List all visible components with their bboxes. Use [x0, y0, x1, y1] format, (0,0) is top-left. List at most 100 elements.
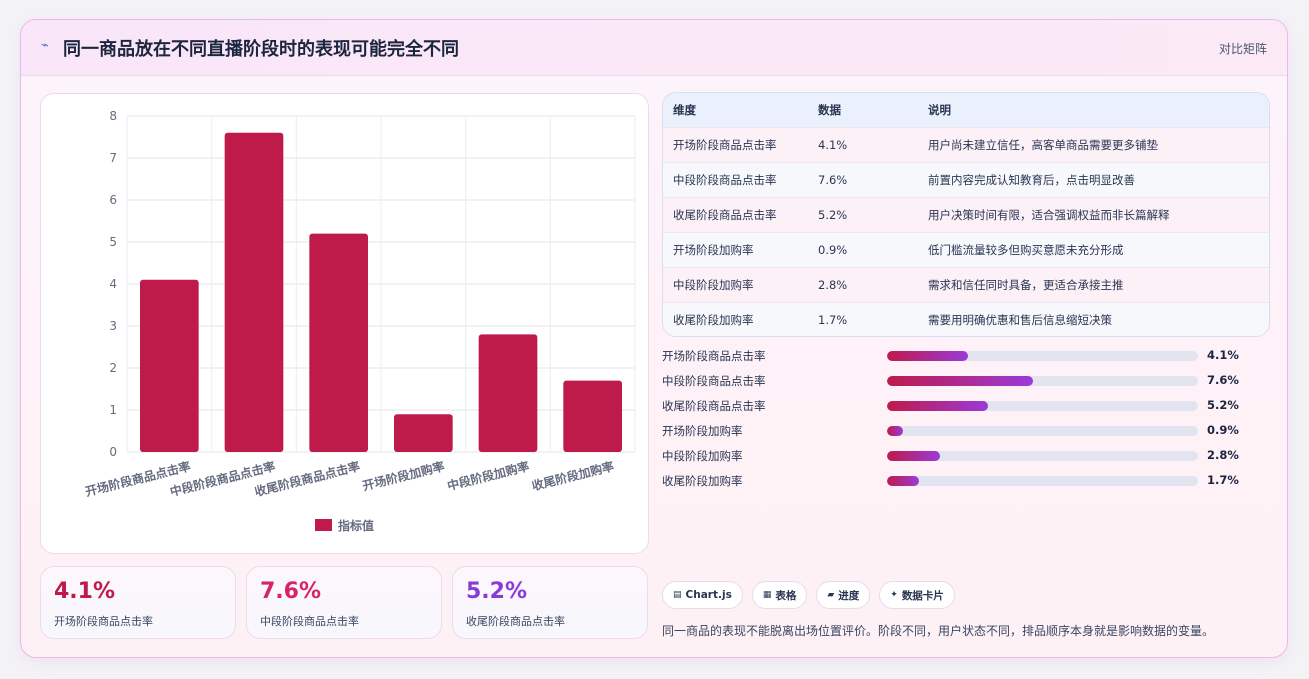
chip-progress[interactable]: ▰ 进度 [816, 581, 871, 609]
table-header-row: 维度 数据 说明 [663, 93, 1269, 127]
bar [140, 279, 199, 452]
table-cell: 前置内容完成认知教育后，点击明显改善 [918, 161, 1269, 197]
table-row: 开场阶段加购率 0.9% 低门槛流量较多但购买意愿未充分形成 [663, 231, 1269, 267]
progress-track [887, 351, 1198, 361]
footnote: 同一商品的表现不能脱离出场位置评价。阶段不同，用户状态不同，排品顺序本身就是影响… [662, 624, 1215, 638]
progress-fill [887, 376, 1034, 386]
progress-value: 1.7% [1207, 473, 1239, 487]
progress-row: 中段阶段加购率 2.8% [662, 446, 1270, 471]
chip-data-card[interactable]: ✦ 数据卡片 [879, 581, 955, 609]
card-icon: ✦ [890, 590, 898, 600]
progress-value: 0.9% [1207, 423, 1239, 437]
bar [394, 414, 453, 452]
stat-label: 收尾阶段商品点击率 [466, 615, 565, 628]
bar [309, 233, 368, 452]
progress-label: 收尾阶段加购率 [662, 474, 743, 488]
progress-row: 开场阶段商品点击率 4.1% [662, 346, 1270, 371]
x-tick-label: 中段阶段加购率 [446, 458, 531, 493]
y-tick-label: 2 [109, 361, 117, 375]
progress-label: 中段阶段加购率 [662, 449, 743, 463]
page-title: 同一商品放在不同直播阶段时的表现可能完全不同 [63, 39, 459, 60]
progress-track [887, 451, 1198, 461]
table-row: 收尾阶段加购率 1.7% 需要用明确优惠和售后信息缩短决策 [663, 301, 1269, 336]
stat-card: 4.1% 开场阶段商品点击率 [40, 566, 236, 639]
progress-track [887, 426, 1198, 436]
table-cell: 4.1% [808, 126, 918, 162]
column-header: 维度 [673, 102, 696, 117]
table-row: 中段阶段加购率 2.8% 需求和信任同时具备，更适合承接主推 [663, 266, 1269, 302]
table-cell: 开场阶段加购率 [663, 231, 808, 267]
progress-label: 开场阶段加购率 [662, 424, 743, 438]
progress-value: 4.1% [1207, 348, 1239, 362]
stat-value: 5.2% [466, 579, 528, 604]
table-row: 开场阶段商品点击率 4.1% 用户尚未建立信任，高客单商品需要更多铺垫 [663, 126, 1269, 162]
table-row: 中段阶段商品点击率 7.6% 前置内容完成认知教育后，点击明显改善 [663, 161, 1269, 197]
chip-label: Chart.js [685, 589, 732, 601]
stat-value: 4.1% [54, 579, 116, 604]
progress-value: 5.2% [1207, 398, 1239, 412]
stat-card: 5.2% 收尾阶段商品点击率 [452, 566, 648, 639]
table-cell: 1.7% [808, 301, 918, 336]
progress-fill [887, 426, 903, 436]
chip-label: 进度 [838, 589, 860, 602]
legend-label: 指标值 [338, 518, 374, 533]
table-cell: 用户尚未建立信任，高客单商品需要更多铺垫 [918, 126, 1269, 162]
table-row: 收尾阶段商品点击率 5.2% 用户决策时间有限，适合强调权益而非长篇解释 [663, 196, 1269, 232]
chip-chartjs[interactable]: ▤ Chart.js [662, 581, 743, 609]
table-cell: 开场阶段商品点击率 [663, 126, 808, 162]
table-cell: 0.9% [808, 231, 918, 267]
progress-track [887, 401, 1198, 411]
stat-label: 中段阶段商品点击率 [260, 615, 359, 628]
stat-label: 开场阶段商品点击率 [54, 615, 153, 628]
bar [224, 132, 284, 453]
table-cell: 中段阶段商品点击率 [663, 161, 808, 197]
progress-fill [887, 451, 940, 461]
y-tick-label: 4 [109, 277, 117, 291]
data-table: 维度 数据 说明 开场阶段商品点击率 4.1% 用户尚未建立信任，高客单商品需要… [663, 93, 1269, 336]
comparison-card: ⌁ 同一商品放在不同直播阶段时的表现可能完全不同 对比矩阵 0 1 2 3 4 5 6 7 8 开… [20, 19, 1288, 658]
chart-icon: ▤ [673, 590, 682, 600]
y-tick-label: 3 [109, 319, 117, 333]
card-header: ⌁ 同一商品放在不同直播阶段时的表现可能完全不同 对比矩阵 [21, 20, 1287, 76]
progress-label: 收尾阶段商品点击率 [662, 399, 766, 413]
progress-row: 收尾阶段商品点击率 5.2% [662, 396, 1270, 421]
progress-value: 2.8% [1207, 448, 1239, 462]
y-tick-label: 6 [109, 193, 117, 207]
progress-row: 中段阶段商品点击率 7.6% [662, 371, 1270, 396]
legend-swatch [315, 519, 332, 531]
table-cell: 收尾阶段商品点击率 [663, 196, 808, 232]
progress-track [887, 476, 1198, 486]
progress-fill [887, 351, 969, 361]
progress-row: 收尾阶段加购率 1.7% [662, 471, 1270, 496]
chip-label: 表格 [775, 589, 797, 602]
table-cell: 需求和信任同时具备，更适合承接主推 [918, 266, 1269, 302]
progress-fill [887, 401, 989, 411]
progress-list: 开场阶段商品点击率 4.1% 中段阶段商品点击率 7.6% 收尾阶段商品点击率 … [662, 346, 1270, 496]
view-badge: 对比矩阵 [1218, 42, 1267, 56]
column-header: 说明 [928, 102, 951, 117]
y-tick-label: 8 [109, 109, 117, 123]
column-header: 数据 [818, 102, 841, 117]
bar [478, 334, 538, 452]
stat-value: 7.6% [260, 579, 322, 604]
bar [563, 380, 622, 452]
progress-label: 中段阶段商品点击率 [662, 374, 766, 388]
table-icon: ▦ [762, 590, 772, 600]
progress-icon: ▰ [827, 590, 835, 600]
chip-table[interactable]: ▦ 表格 [751, 581, 808, 609]
progress-track [887, 376, 1198, 386]
table-cell: 用户决策时间有限，适合强调权益而非长篇解释 [918, 196, 1269, 232]
sparkle-icon: ⌁ [41, 38, 49, 53]
progress-fill [887, 476, 919, 486]
y-tick-label: 0 [109, 445, 117, 459]
table-cell: 低门槛流量较多但购买意愿未充分形成 [918, 231, 1269, 267]
table-cell: 2.8% [808, 266, 918, 302]
table-cell: 5.2% [808, 196, 918, 232]
progress-row: 开场阶段加购率 0.9% [662, 421, 1270, 446]
x-tick-label: 收尾阶段加购率 [530, 458, 615, 493]
y-tick-label: 7 [109, 151, 117, 165]
x-tick-label: 开场阶段加购率 [361, 458, 446, 493]
stat-card: 7.6% 中段阶段商品点击率 [246, 566, 442, 639]
table-cell: 中段阶段加购率 [663, 266, 808, 302]
